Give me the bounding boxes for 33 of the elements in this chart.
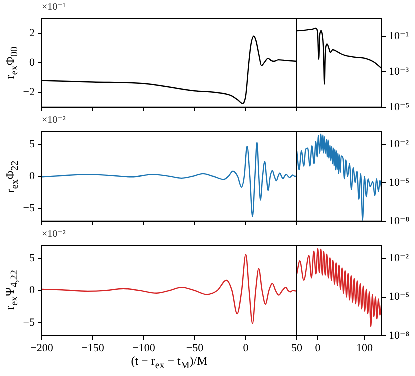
y-tick-label: 10⁻⁵ [389,101,410,114]
y-tick-label: 0 [30,56,36,69]
x-tick-label: 100 [356,342,374,354]
x-tick-label: −50 [186,342,204,354]
text: ×10⁻¹ [42,2,66,13]
y-tick-label: 10⁻⁸ [389,215,410,228]
x-tick-label: −200 [30,342,54,354]
x-axis-title: (t − r$_{ex}$ − t$_{M}$)/M [130,354,209,372]
y-tick-label: 10⁻⁵ [389,291,410,304]
y-tick-label: 10⁻² [389,138,410,150]
y-tick-label: 10⁻⁸ [389,330,410,342]
y-tick-label: 0 [30,170,36,182]
y-tick-label: 10⁻¹ [389,30,410,42]
text: ×10⁻² [42,115,66,126]
line-series [42,142,297,218]
line-series [42,254,297,324]
y-tick-label: −5 [23,316,36,329]
y-tick-label: 10⁻⁵ [389,176,410,189]
y-tick-label: 5 [30,138,36,150]
x-tick-label: 50 [292,342,303,354]
y-tick-label: 10⁻³ [389,66,410,78]
x-tick-label: −100 [132,342,156,354]
text: ×10⁻² [42,229,66,240]
line-series [297,248,382,328]
y-tick-label: 0 [30,284,36,297]
y-tick-label: 10⁻² [389,252,410,264]
x-tick-label: −150 [82,342,105,354]
y-tick-label: 2 [30,27,35,40]
x-tick-label: 0 [243,342,250,354]
y-tick-label: −2 [23,86,35,98]
y-tick-label: −5 [23,202,36,214]
x-tick-label: 0 [315,342,322,354]
y-tick-label: 5 [30,252,36,264]
